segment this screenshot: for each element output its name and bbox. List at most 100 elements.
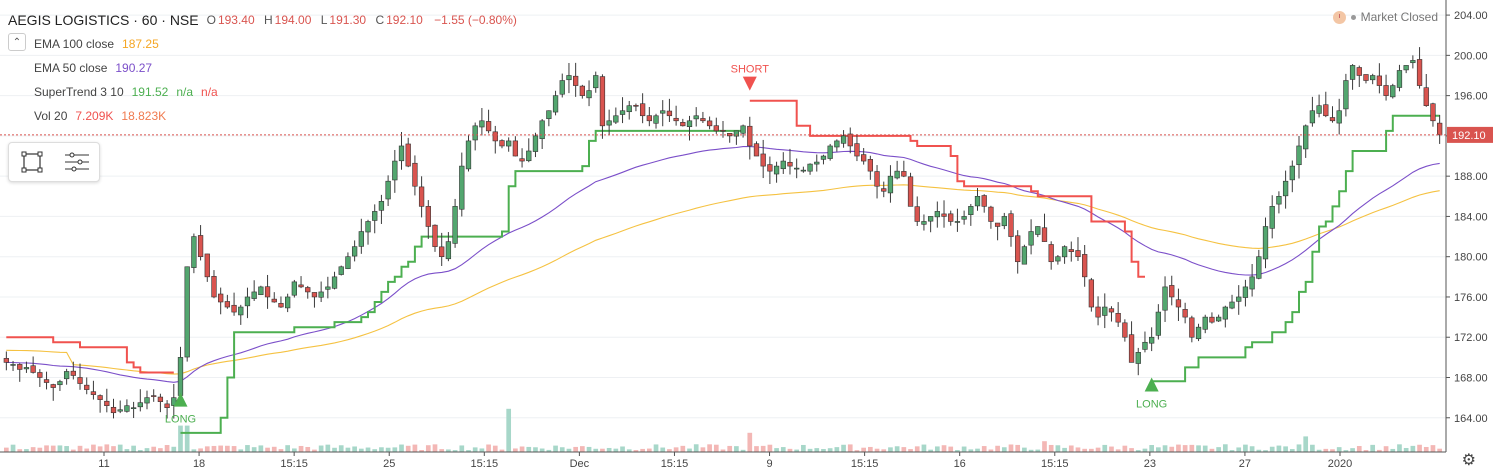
volume-bar [1249, 446, 1255, 452]
volume-bar [908, 449, 913, 452]
time-tick-label: 16 [954, 458, 966, 470]
last-price-badge [1447, 126, 1493, 143]
volume-bar [151, 446, 157, 452]
price-tick-label: 164.00 [1454, 413, 1488, 425]
candle-body [432, 224, 438, 247]
volume-bar [894, 446, 900, 452]
volume-bar [1437, 448, 1442, 452]
volume-bar [553, 445, 558, 452]
volume-bar [345, 447, 351, 452]
indicator-row[interactable]: Vol 20 7.209K 18.823K [34, 104, 523, 128]
volume-bar [834, 447, 840, 452]
volume-bar [1283, 446, 1288, 452]
candle-body [700, 118, 706, 122]
volume-bar [1075, 447, 1081, 452]
volume-bar [97, 446, 103, 452]
candle-body [251, 291, 257, 299]
volume-bar [245, 445, 250, 452]
candle-body [861, 154, 867, 162]
volume-bar [1383, 446, 1389, 452]
candle-body [244, 296, 251, 307]
volume-bar [1062, 447, 1067, 452]
candle-body [197, 235, 204, 257]
candle-body [492, 131, 498, 142]
indicator-row[interactable]: EMA 100 close 187.25 [34, 32, 523, 56]
candle-body [606, 120, 612, 126]
volume-bar [312, 449, 317, 452]
short-arrow-icon [742, 76, 757, 91]
candle-body [1055, 256, 1061, 262]
gear-icon[interactable]: ⚙ [1461, 452, 1476, 469]
candle-body [1215, 316, 1222, 322]
volume-bar [1222, 444, 1228, 452]
indicator-row[interactable]: SuperTrend 3 10 191.52 n/a n/a [34, 80, 523, 104]
lines-tool-icon[interactable] [64, 149, 90, 175]
candle-body [311, 292, 318, 298]
volume-bar [285, 445, 290, 452]
volume-bar [1417, 444, 1422, 452]
candle-body [941, 213, 947, 217]
candle-body [1189, 317, 1195, 338]
volume-bar [1390, 448, 1396, 452]
volume-bar [506, 408, 512, 452]
rectangle-tool-icon[interactable] [19, 149, 45, 175]
volume-bar [626, 449, 632, 452]
volume-bar [1189, 444, 1195, 452]
time-tick-label: 18 [193, 458, 205, 470]
candle-body [847, 133, 853, 147]
candle-body [1142, 341, 1148, 350]
long-arrow-icon [1144, 377, 1159, 392]
volume-bar [1356, 446, 1362, 452]
volume-bar [305, 446, 311, 452]
candle-body [1376, 75, 1383, 86]
candle-body [901, 171, 907, 177]
price-tick-label: 168.00 [1454, 373, 1488, 385]
candle-body [887, 175, 894, 194]
volume-bar [1343, 450, 1349, 452]
candle-body [599, 76, 606, 127]
candle-body [358, 231, 364, 247]
time-tick-label: 11 [98, 458, 109, 470]
candle-body [278, 303, 284, 308]
volume-bar [1082, 448, 1088, 452]
volume-bar [981, 446, 987, 452]
chevron-up-icon[interactable]: ⌃ [8, 33, 26, 51]
candle-body [881, 188, 887, 192]
candle-body [639, 103, 646, 117]
volume-bar [379, 447, 384, 452]
candle-body [1396, 70, 1403, 88]
volume-bar [1022, 447, 1027, 452]
candle-body [1363, 74, 1369, 81]
indicator-value: 18.823K [121, 109, 167, 123]
candle-body [1209, 316, 1215, 323]
candle-body [231, 304, 237, 313]
candle-body [1236, 296, 1242, 302]
volume-bar [1129, 448, 1134, 452]
volume-bar [720, 449, 726, 452]
volume-bar [1109, 446, 1114, 452]
volume-bar [425, 445, 431, 452]
candle-body [820, 155, 827, 160]
candle-body [325, 286, 331, 290]
time-tick-label: 15:15 [471, 458, 499, 470]
volume-bar [955, 450, 960, 452]
supertrend-line [6, 99, 1440, 434]
candle-body [1303, 125, 1309, 150]
volume-bar [593, 448, 599, 452]
volume-bar [881, 449, 887, 452]
volume-bar [1196, 445, 1201, 452]
volume-bar [713, 444, 719, 452]
volume-bar [1350, 448, 1355, 452]
volume-bar [774, 448, 779, 452]
ema-100-line [6, 184, 1440, 375]
candle-body [124, 405, 130, 412]
indicator-row[interactable]: EMA 50 close 190.27 [34, 56, 523, 80]
volume-bar [821, 449, 826, 452]
symbol-title[interactable]: AEGIS LOGISTICS · 60 · NSE [8, 12, 199, 28]
candle-body [994, 222, 1001, 227]
candle-body [1028, 231, 1034, 246]
candle-body [948, 213, 954, 222]
candle-body [921, 221, 927, 225]
candle-body [479, 120, 485, 128]
